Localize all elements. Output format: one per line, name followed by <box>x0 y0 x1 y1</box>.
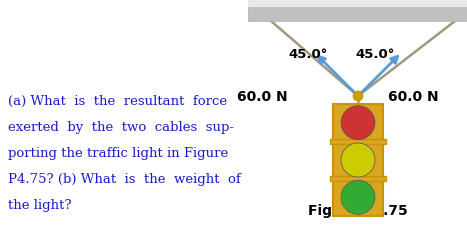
Bar <box>330 139 386 144</box>
Text: P4.75? (b) What  is  the  weight  of: P4.75? (b) What is the weight of <box>8 172 241 185</box>
Circle shape <box>341 181 375 214</box>
Text: exerted  by  the  two  cables  sup-: exerted by the two cables sup- <box>8 121 234 134</box>
Text: (a) What  is  the  resultant  force: (a) What is the resultant force <box>8 94 227 108</box>
Text: the light?: the light? <box>8 198 71 211</box>
Bar <box>248 0 467 8</box>
Text: 45.0°: 45.0° <box>289 48 328 61</box>
Circle shape <box>353 92 363 102</box>
Text: porting the traffic light in Figure: porting the traffic light in Figure <box>8 146 228 159</box>
Circle shape <box>341 106 375 140</box>
Bar <box>248 0 467 22</box>
Text: 45.0°: 45.0° <box>355 48 395 61</box>
Text: 60.0 N: 60.0 N <box>237 90 288 103</box>
Text: Figure P4.75: Figure P4.75 <box>308 203 408 217</box>
Text: 60.0 N: 60.0 N <box>388 90 439 103</box>
Bar <box>330 176 386 181</box>
Bar <box>333 105 383 216</box>
Circle shape <box>341 143 375 177</box>
